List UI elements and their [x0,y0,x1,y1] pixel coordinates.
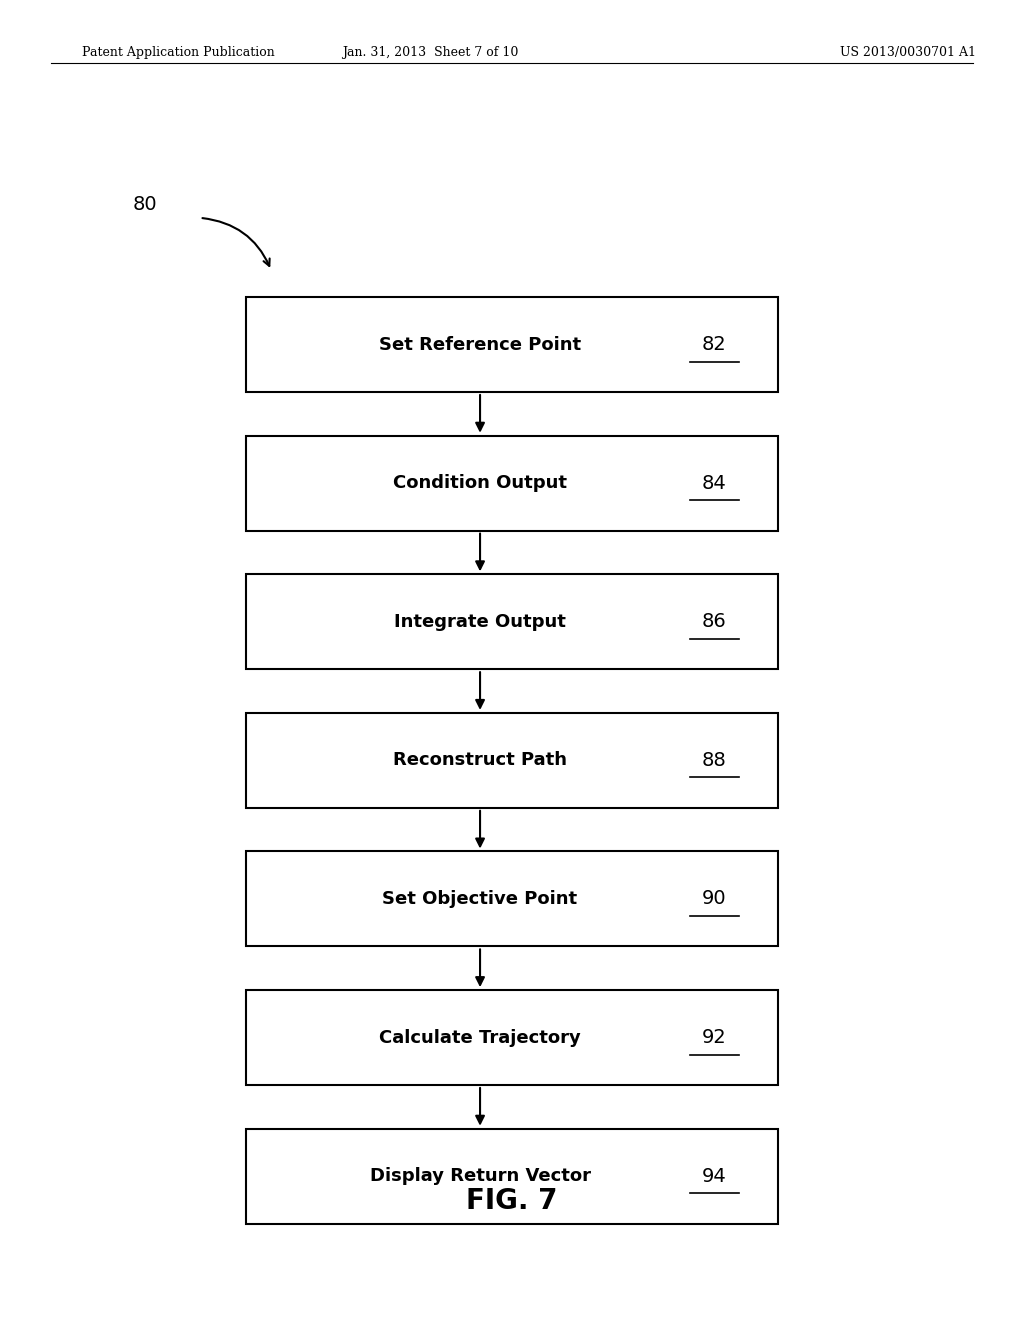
Bar [246,851,778,946]
Text: 92: 92 [702,1028,727,1047]
Bar [246,713,778,808]
Text: 80: 80 [133,195,158,214]
Text: 84: 84 [702,474,727,492]
Bar [246,436,778,531]
Text: 86: 86 [702,612,727,631]
Text: US 2013/0030701 A1: US 2013/0030701 A1 [840,46,976,59]
Bar [246,574,778,669]
Text: Set Objective Point: Set Objective Point [383,890,578,908]
Text: Set Reference Point: Set Reference Point [379,335,581,354]
Text: Calculate Trajectory: Calculate Trajectory [379,1028,581,1047]
Text: Reconstruct Path: Reconstruct Path [393,751,567,770]
Bar [246,990,778,1085]
Text: Jan. 31, 2013  Sheet 7 of 10: Jan. 31, 2013 Sheet 7 of 10 [342,46,518,59]
Text: 90: 90 [702,890,727,908]
Text: 82: 82 [702,335,727,354]
Text: Integrate Output: Integrate Output [394,612,566,631]
Bar [246,297,778,392]
Text: FIG. 7: FIG. 7 [466,1187,558,1216]
Bar [246,1129,778,1224]
Text: Condition Output: Condition Output [393,474,567,492]
FancyArrowPatch shape [203,218,269,265]
Text: 94: 94 [702,1167,727,1185]
Text: Display Return Vector: Display Return Vector [370,1167,591,1185]
Text: Patent Application Publication: Patent Application Publication [82,46,274,59]
Text: 88: 88 [702,751,727,770]
